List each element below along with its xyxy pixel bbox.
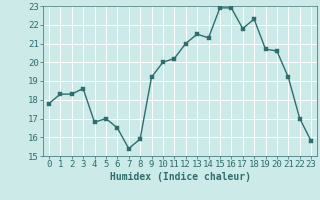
X-axis label: Humidex (Indice chaleur): Humidex (Indice chaleur): [109, 172, 251, 182]
